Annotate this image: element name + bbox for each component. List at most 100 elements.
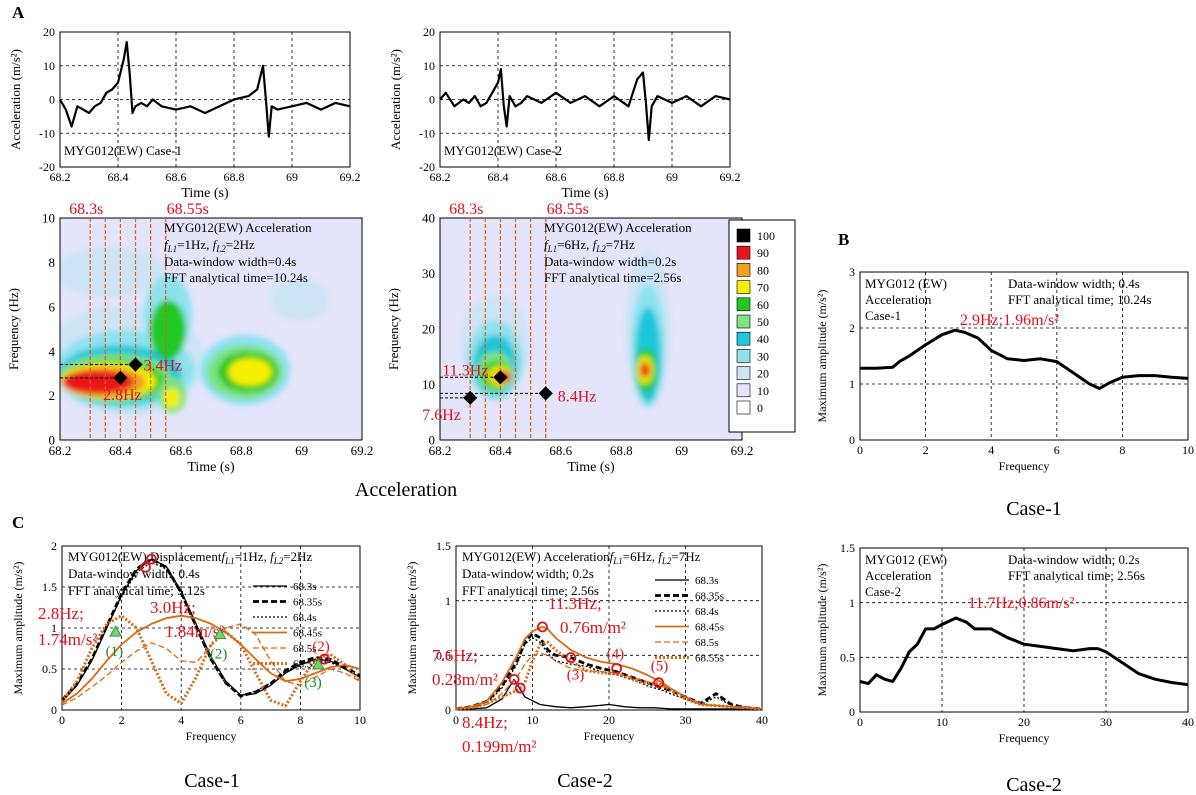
- x-tick-label: 10: [1182, 443, 1194, 457]
- x-tick-label: 68.6: [166, 170, 187, 184]
- station-label: MYG012 (EW): [865, 276, 947, 291]
- peak-circle-marker: [318, 653, 330, 665]
- fft-time-text: FFT analytical time; 2.56s: [1008, 568, 1145, 583]
- fl1-value: =1Hz,: [177, 237, 213, 252]
- peak-circle-marker: [508, 673, 520, 685]
- y-axis-label: Maximum amplitude (m/s²): [815, 564, 829, 697]
- color-swatch: [736, 366, 751, 380]
- peak-annotation: 7.6Hz;: [432, 646, 478, 665]
- case-label: Case-1: [865, 308, 901, 323]
- fl2-symbol: f: [213, 237, 219, 252]
- x-tick-label: 4: [988, 443, 994, 457]
- color-swatch: [736, 263, 751, 277]
- caption-c-case2: Case-2: [557, 770, 613, 792]
- a-case1-waveform: 68.2 68.4 68.6 68.8 69 69.2 20 10 0 -10 -20 Time (s…: [8, 25, 361, 201]
- series-68.35s: [455, 632, 763, 711]
- y-tick-label: 2: [51, 539, 57, 553]
- peak-annotation: 2.8Hz;: [38, 604, 84, 623]
- data-window-text: Data-window width; 0.4s: [1008, 276, 1140, 291]
- y-axis-label: Maximum amplitude (m/s²): [405, 562, 419, 695]
- x-tick-label: 4: [178, 713, 184, 727]
- x-tick-label: 69: [675, 443, 688, 458]
- caption-b-case2: Case-2: [1006, 774, 1062, 795]
- time-label-end: 68.55s: [547, 201, 589, 218]
- triangle-marker: [213, 627, 227, 640]
- y-tick-label: 0: [849, 433, 855, 447]
- fft-time-text: FFT analytical time=2.56s: [544, 270, 681, 285]
- a-case2-heatmap-field: [440, 218, 742, 440]
- mode-label: (5): [651, 659, 669, 675]
- series-68.3s: [456, 678, 763, 711]
- y-tick-label: 0: [445, 703, 451, 717]
- series-68.45s: [61, 614, 361, 705]
- marker-label: 11.3Hz: [442, 362, 488, 379]
- x-tick-label: 10: [527, 713, 539, 727]
- y-tick-label: 1: [51, 621, 57, 635]
- x-tick-label: 8: [1119, 443, 1125, 457]
- chart-title-params: MYG012(EW) AccelerationfL1=6Hz, fL2=7Hz: [462, 549, 701, 566]
- x-tick-label: 20: [603, 713, 615, 727]
- peak-annotation: 3.0Hz;: [150, 598, 196, 617]
- peak-circle-marker: [565, 652, 577, 663]
- time-label-start: 68.3s: [449, 201, 483, 218]
- y-tick-label: 0.5: [436, 649, 451, 663]
- acceleration-trace: [59, 40, 351, 138]
- x-tick-label: 2: [119, 713, 125, 727]
- a-case2-spectrogram: 68.2 68.4 68.6 68.8 69 69.2 40 30 20 10 0 Time (s) F…: [386, 201, 753, 475]
- title-text: MYG012(EW) Displacement: [68, 549, 222, 564]
- color-scale-label: 100: [757, 229, 775, 243]
- color-scale-label: 60: [757, 298, 769, 312]
- x-tick-label: 30: [1100, 715, 1112, 729]
- y-tick-label: 1.5: [42, 580, 57, 594]
- y-tick-label: 0: [51, 703, 57, 717]
- peak-annotation: 0.76m/m²: [560, 618, 626, 637]
- fl2-value: =2Hz: [226, 237, 255, 252]
- legend-label: 68.5s: [293, 643, 317, 655]
- x-tick-label: 69.2: [731, 443, 754, 458]
- y-tick-label: 8: [49, 255, 56, 270]
- legend-label: 68.3s: [695, 575, 719, 587]
- y-tick-label: 40: [422, 211, 435, 226]
- amplitude-curve: [860, 328, 1189, 390]
- fl2-value: =7Hz: [671, 549, 700, 564]
- mode-label: (4): [607, 646, 625, 662]
- y-axis-label: Maximum amplitude (m/s²): [11, 562, 25, 695]
- legend-label: 68.45s: [293, 628, 322, 640]
- peak-circle-marker: [140, 561, 151, 573]
- peak-marker: [128, 357, 143, 372]
- peak-circle-marker: [537, 621, 548, 633]
- legend-label: 68.3s: [293, 581, 317, 593]
- fl1-sub: L1: [224, 556, 235, 566]
- y-tick-label: 0: [849, 705, 855, 719]
- amplitude-curve: [859, 616, 1189, 687]
- y-tick-label: -20: [39, 160, 55, 174]
- fl2-symbol: f: [270, 549, 276, 564]
- y-tick-label: 0: [429, 93, 435, 107]
- color-swatch: [736, 245, 751, 260]
- peak-annotation: 0.199m/m²: [462, 737, 537, 756]
- component-label: Acceleration: [865, 568, 932, 583]
- filter-params: fL1=1Hz, fL2=2Hz: [164, 237, 255, 254]
- series-68.35s: [60, 557, 361, 702]
- fl2-sub: L2: [215, 244, 226, 254]
- color-swatch: [736, 280, 751, 294]
- y-tick-label: 3: [849, 265, 855, 279]
- series-68.55s: [455, 640, 763, 711]
- y-tick-label: 10: [422, 377, 435, 392]
- x-axis-label: Frequency: [584, 729, 635, 743]
- mode-label: (2): [312, 639, 330, 655]
- c-case1-chart: 0 2 4 6 8 10 2 1.5 1 0.5 0 Frequency Maximum amplitu…: [11, 539, 366, 743]
- caption-b-case1: Case-1: [1006, 498, 1062, 520]
- y-axis-label: Acceleration (m/s²): [388, 49, 403, 150]
- peak-marker: [463, 390, 478, 405]
- x-tick-label: 68.2: [49, 443, 72, 458]
- y-tick-label: 0: [49, 433, 56, 448]
- y-tick-label: 2: [49, 388, 56, 403]
- caption-acceleration: Acceleration: [355, 479, 457, 501]
- fl1-value: =1Hz,: [235, 549, 271, 564]
- panel-letter-c: C: [12, 513, 24, 532]
- x-tick-label: 20: [1018, 715, 1030, 729]
- x-tick-label: 68.8: [610, 443, 633, 458]
- peak-marker: [538, 386, 553, 401]
